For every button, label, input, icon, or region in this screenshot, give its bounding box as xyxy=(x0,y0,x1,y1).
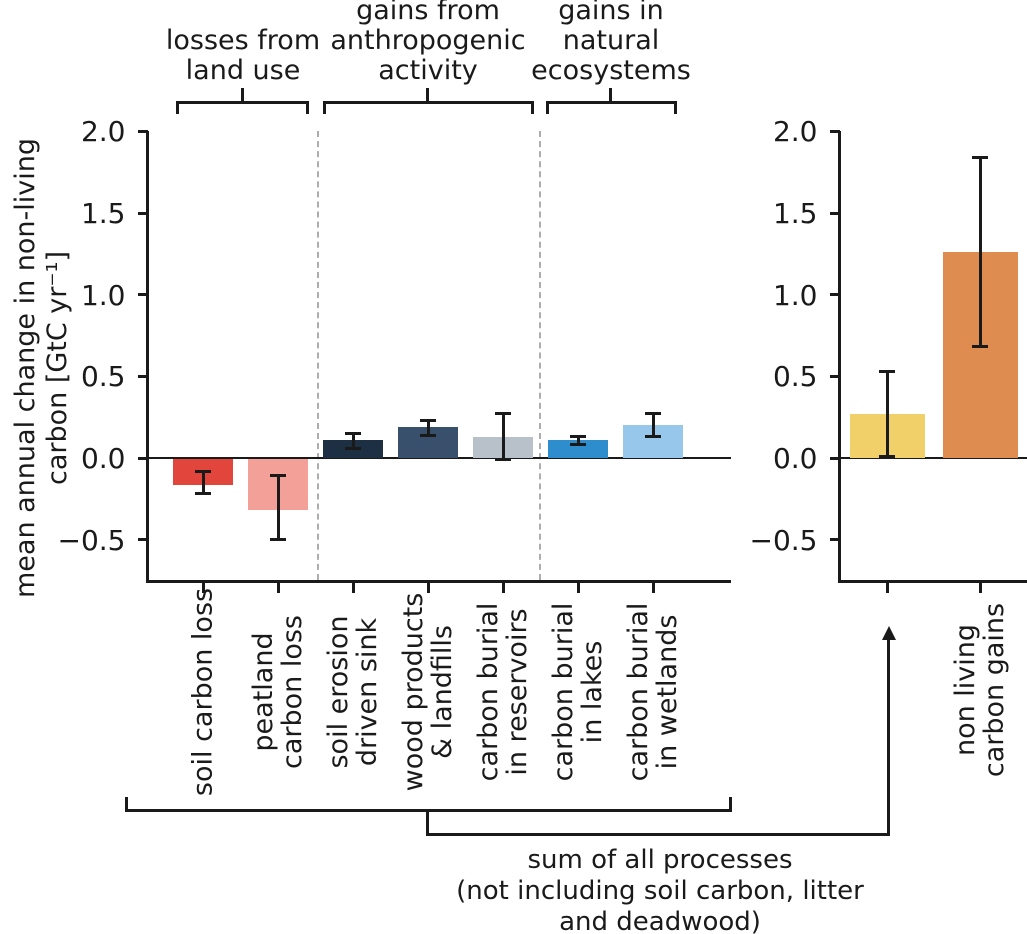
errorbar-cap-low-carbon-burial-in-wetlands xyxy=(645,435,661,439)
errorbar-cap-low-peatland-carbon-loss xyxy=(270,538,286,542)
ytick-label-2-0: 2.0 xyxy=(80,115,126,149)
ytick-label-1-5: 1.5 xyxy=(80,197,126,231)
group-separator-2 xyxy=(539,131,541,580)
errorbar-carbon-burial-in-lakes xyxy=(576,436,580,445)
ytick-0-0 xyxy=(829,456,840,460)
ytick-label-0-5: 0.5 xyxy=(80,360,126,394)
annotation-sum-of-processes: sum of all processes (not including soil… xyxy=(456,845,864,934)
errorbar-cap-high-peatland-carbon-loss xyxy=(270,474,286,478)
ytick-label-0-5: 0.5 xyxy=(772,360,818,394)
ytick-label-0-0: 0.0 xyxy=(80,442,126,475)
errorbar-cap-high-soil-erosion-driven-sink xyxy=(345,432,361,435)
left-panel-x-spine xyxy=(146,580,731,583)
errorbar-cap-low-soil-carbon-loss xyxy=(195,492,211,496)
left-panel-zero-line xyxy=(149,457,731,459)
errorbar-cap-high-sum-of-all-processes xyxy=(879,369,895,373)
errorbar-soil-erosion-driven-sink xyxy=(351,433,355,449)
ytick-label-0-5: −0.5 xyxy=(749,523,818,557)
errorbar-soil-carbon-loss xyxy=(201,471,205,494)
sum-arrow-line xyxy=(887,638,890,836)
xtick-label-wood-products-and-landfills: wood products & landfills xyxy=(398,592,458,792)
xtick-soil-carbon-loss xyxy=(201,583,205,593)
ytick-1-0 xyxy=(829,293,840,297)
xtick-label-carbon-burial-in-wetlands: carbon burial in wetlands xyxy=(623,602,683,782)
xtick-carbon-burial-in-lakes xyxy=(576,583,580,593)
group-separator-1 xyxy=(317,131,319,580)
ytick-1-0 xyxy=(137,293,148,297)
errorbar-cap-low-carbon-burial-in-lakes xyxy=(570,443,586,447)
errorbar-cap-low-sum-of-all-processes xyxy=(879,454,895,458)
ytick-label-1-0: 1.0 xyxy=(80,278,126,312)
errorbar-carbon-burial-in-wetlands xyxy=(651,413,655,437)
errorbar-cap-high-non-living-carbon-gains xyxy=(972,156,988,160)
errorbar-cap-low-carbon-burial-in-reservoirs xyxy=(495,458,511,462)
errorbar-cap-high-carbon-burial-in-reservoirs xyxy=(495,412,511,416)
ytick-label-1-5: 1.5 xyxy=(772,197,818,231)
ytick-label-2-0: 2.0 xyxy=(772,115,818,149)
errorbar-cap-low-soil-erosion-driven-sink xyxy=(345,446,361,450)
errorbar-carbon-burial-in-reservoirs xyxy=(501,413,505,460)
errorbar-peatland-carbon-loss xyxy=(276,475,280,540)
ytick-0-5 xyxy=(829,374,840,378)
errorbar-cap-high-carbon-burial-in-lakes xyxy=(570,435,586,439)
ytick-2-0 xyxy=(829,129,840,133)
errorbar-cap-low-non-living-carbon-gains xyxy=(972,345,988,349)
right-panel-y-spine xyxy=(838,131,841,583)
xtick-label-carbon-burial-in-lakes: carbon burial in lakes xyxy=(548,602,608,782)
errorbar-cap-high-carbon-burial-in-wetlands xyxy=(645,412,661,416)
xtick-sum-of-all-processes xyxy=(885,583,889,593)
ytick-1-5 xyxy=(137,211,148,215)
xtick-wood-products-and-landfills xyxy=(426,583,430,593)
errorbar-wood-products-and-landfills xyxy=(426,420,430,436)
xtick-label-soil-carbon-loss: soil carbon loss xyxy=(187,587,219,797)
right-panel-zero-line xyxy=(841,457,1027,459)
ytick-0-5 xyxy=(829,538,840,542)
ytick-0-0 xyxy=(137,456,148,460)
ytick-1-5 xyxy=(829,211,840,215)
right-panel-x-spine xyxy=(838,580,1027,583)
group-label-losses-from-land-use: losses from land use xyxy=(165,25,321,86)
ytick-label-0-5: −0.5 xyxy=(57,523,126,557)
xtick-soil-erosion-driven-sink xyxy=(351,583,355,593)
xtick-carbon-burial-in-wetlands xyxy=(651,583,655,593)
xtick-carbon-burial-in-reservoirs xyxy=(501,583,505,593)
errorbar-non-living-carbon-gains xyxy=(978,157,982,347)
errorbar-cap-high-wood-products-and-landfills xyxy=(420,418,436,422)
group-label-gains-from-anthropogenic-activity: gains from anthropogenic activity xyxy=(330,0,526,86)
errorbar-cap-low-wood-products-and-landfills xyxy=(420,433,436,437)
ytick-label-0-0: 0.0 xyxy=(772,442,818,475)
errorbar-sum-of-all-processes xyxy=(885,371,889,457)
xtick-non-living-carbon-gains xyxy=(978,583,982,593)
ytick-0-5 xyxy=(137,374,148,378)
bar-carbon-burial-in-lakes xyxy=(548,440,608,458)
errorbar-cap-high-soil-carbon-loss xyxy=(195,469,211,473)
ytick-2-0 xyxy=(137,129,148,133)
xtick-label-soil-erosion-driven-sink: soil erosion driven sink xyxy=(323,615,383,769)
xtick-peatland-carbon-loss xyxy=(276,583,280,593)
ytick-label-1-0: 1.0 xyxy=(772,278,818,312)
left-panel-y-spine xyxy=(146,131,149,583)
sum-arrow-head-icon xyxy=(881,626,896,640)
ytick-0-5 xyxy=(137,538,148,542)
xtick-label-peatland-carbon-loss: peatland carbon loss xyxy=(248,615,308,769)
xtick-label-carbon-burial-in-reservoirs: carbon burial in reservoirs xyxy=(473,602,533,782)
group-label-gains-in-natural-ecosystems: gains in natural ecosystems xyxy=(531,0,691,86)
xtick-label-non-living-carbon-gains: non living carbon gains xyxy=(950,602,1010,778)
